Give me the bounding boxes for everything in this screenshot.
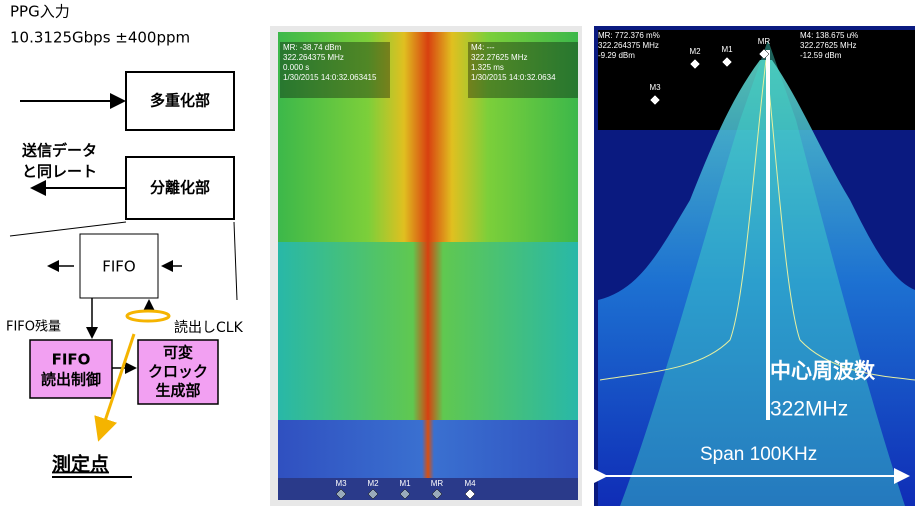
band (278, 242, 578, 420)
block-diagram: PPG入力 10.3125Gbps ±400ppm 多重化部 送信データ と同レ… (6, 3, 244, 478)
marker-label: MR (431, 479, 444, 488)
readout: 322.27625 MHz (471, 53, 527, 62)
marker-label: M4 (464, 479, 476, 488)
spectrum: 中心周波数 322MHz Span 100KHz MR: 772.376 m%3… (594, 26, 915, 506)
tx-note: 送信データ (21, 142, 97, 160)
measure-point: 測定点 (52, 453, 109, 476)
marker-label: MR (758, 37, 771, 46)
marker-label: M2 (689, 47, 701, 56)
read-clk: 読出しCLK (174, 319, 244, 336)
readout: 322.27625 MHz (800, 41, 856, 50)
readout: 1.325 ms (471, 63, 504, 72)
readout: M4: --- (471, 43, 495, 52)
readout: MR: -38.74 dBm (283, 43, 342, 52)
marker-label: M3 (335, 479, 347, 488)
marker-label: M1 (721, 45, 733, 54)
readout: -12.59 dBm (800, 51, 842, 60)
marker-label: M2 (367, 479, 379, 488)
clock-gen-label: クロック (148, 363, 208, 381)
marker-label: M3 (649, 83, 661, 92)
marker-label: M1 (399, 479, 411, 488)
readout: 0.000 s (283, 63, 309, 72)
fifo-control-label: FIFO (52, 351, 91, 369)
marker-bar (278, 478, 578, 500)
tx-note: と同レート (22, 163, 97, 181)
clock-gen-label: 可変 (163, 344, 193, 362)
fifo-label: FIFO (102, 258, 136, 276)
center-value: 322MHz (770, 398, 848, 421)
line (234, 222, 237, 300)
fifo-control-label: 読出制御 (41, 371, 101, 389)
readout: 322.264375 MHz (283, 53, 344, 62)
measure-ring (127, 311, 169, 321)
band (278, 420, 578, 482)
mux-label: 多重化部 (150, 92, 210, 110)
demux-label: 分離化部 (150, 179, 210, 197)
input-title: PPG入力 (10, 3, 70, 21)
span-label: Span 100KHz (700, 444, 817, 465)
input-rate: 10.3125Gbps ±400ppm (10, 29, 190, 47)
clock-gen-label: 生成部 (155, 382, 200, 400)
readout: -9.29 dBm (598, 51, 635, 60)
readout: 1/30/2015 14:0:32.0634 (471, 73, 556, 82)
readout: 322.264375 MHz (598, 41, 659, 50)
readout: MR: 772.376 m% (598, 31, 660, 40)
readout: 1/30/2015 14:0:32.063415 (283, 73, 377, 82)
center-label: 中心周波数 (770, 359, 876, 383)
fifo-level: FIFO残量 (6, 320, 61, 335)
page: PPG入力 10.3125Gbps ±400ppm 多重化部 送信データ と同レ… (0, 0, 915, 506)
readout: M4: 138.675 u% (800, 31, 858, 40)
fifo-control-box (30, 340, 112, 398)
